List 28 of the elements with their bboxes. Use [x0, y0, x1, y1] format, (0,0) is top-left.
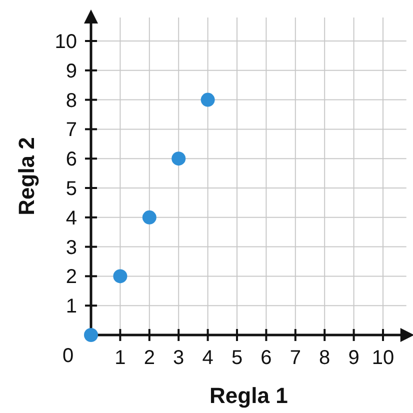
point	[113, 269, 128, 284]
y-axis-title: Regla 2	[14, 137, 39, 216]
x-tick-label: 2	[144, 347, 155, 369]
y-tick-label: 5	[66, 178, 77, 200]
x-tick-label: 8	[319, 347, 330, 369]
x-tick-label: 4	[202, 347, 214, 369]
x-tick-label: 3	[173, 347, 184, 369]
point	[200, 92, 215, 107]
y-tick-label: 7	[66, 119, 77, 142]
annotation: 0	[62, 345, 74, 367]
point	[142, 210, 156, 224]
y-tick-label: 3	[66, 236, 77, 259]
x-tick-label: 1	[114, 347, 126, 369]
y-tick-label: 10	[54, 31, 77, 53]
y-tick-label: 1	[66, 296, 77, 318]
x-tick-label: 7	[290, 347, 301, 369]
x-tick-label: 9	[348, 347, 360, 369]
x-tick-label: 10	[372, 347, 394, 369]
x-tick-label: 6	[260, 347, 272, 369]
point	[84, 328, 98, 342]
y-tick-label: 2	[66, 266, 77, 288]
y-tick-label: 8	[66, 90, 77, 112]
point	[172, 152, 186, 166]
y-tick-label: 6	[66, 148, 77, 171]
x-tick-label: 5	[231, 347, 243, 369]
y-tick-label: 4	[66, 207, 77, 230]
y-tick-label: 9	[66, 60, 77, 82]
x-axis-title: Regla 1	[210, 383, 288, 408]
